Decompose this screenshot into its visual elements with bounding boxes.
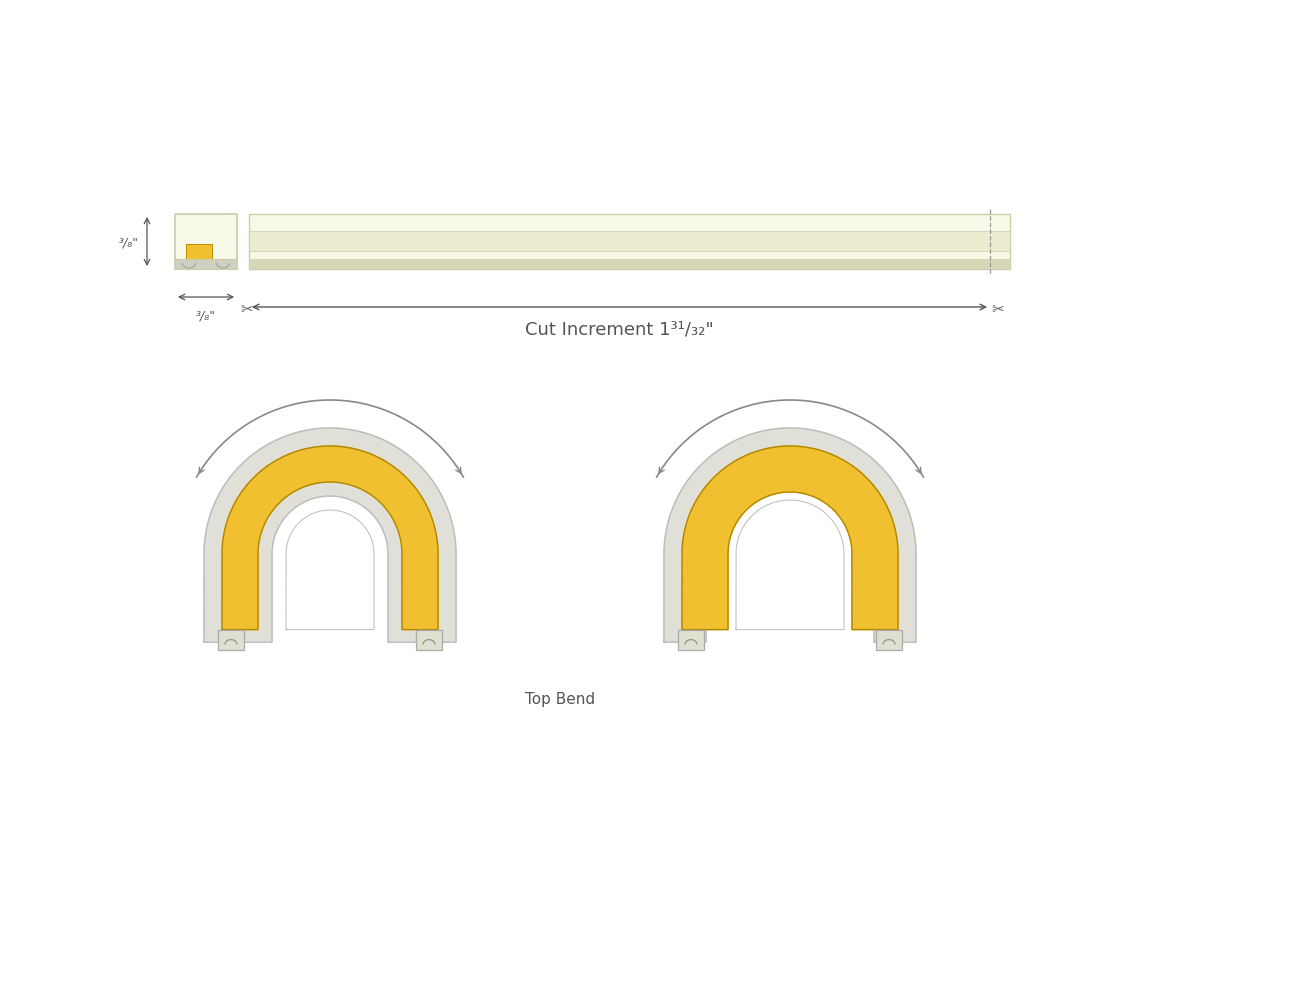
Polygon shape	[204, 428, 456, 643]
Text: ³/₈": ³/₈"	[120, 236, 139, 249]
Text: ✂: ✂	[240, 302, 254, 317]
Polygon shape	[222, 446, 438, 630]
Text: Top Bend: Top Bend	[525, 692, 595, 707]
FancyBboxPatch shape	[186, 245, 212, 263]
FancyBboxPatch shape	[218, 630, 244, 650]
Polygon shape	[664, 428, 916, 643]
FancyBboxPatch shape	[176, 260, 237, 270]
FancyBboxPatch shape	[250, 232, 1010, 252]
FancyBboxPatch shape	[250, 260, 1010, 270]
FancyBboxPatch shape	[416, 630, 442, 650]
Polygon shape	[736, 500, 844, 630]
FancyBboxPatch shape	[176, 215, 237, 270]
Text: Cut Increment 1³¹/₃₂": Cut Increment 1³¹/₃₂"	[525, 321, 714, 339]
FancyBboxPatch shape	[679, 630, 705, 650]
Text: ³/₈": ³/₈"	[196, 309, 216, 322]
Text: ✂: ✂	[992, 302, 1005, 317]
Polygon shape	[286, 511, 374, 630]
Polygon shape	[682, 446, 898, 630]
FancyBboxPatch shape	[250, 215, 1010, 270]
FancyBboxPatch shape	[876, 630, 902, 650]
